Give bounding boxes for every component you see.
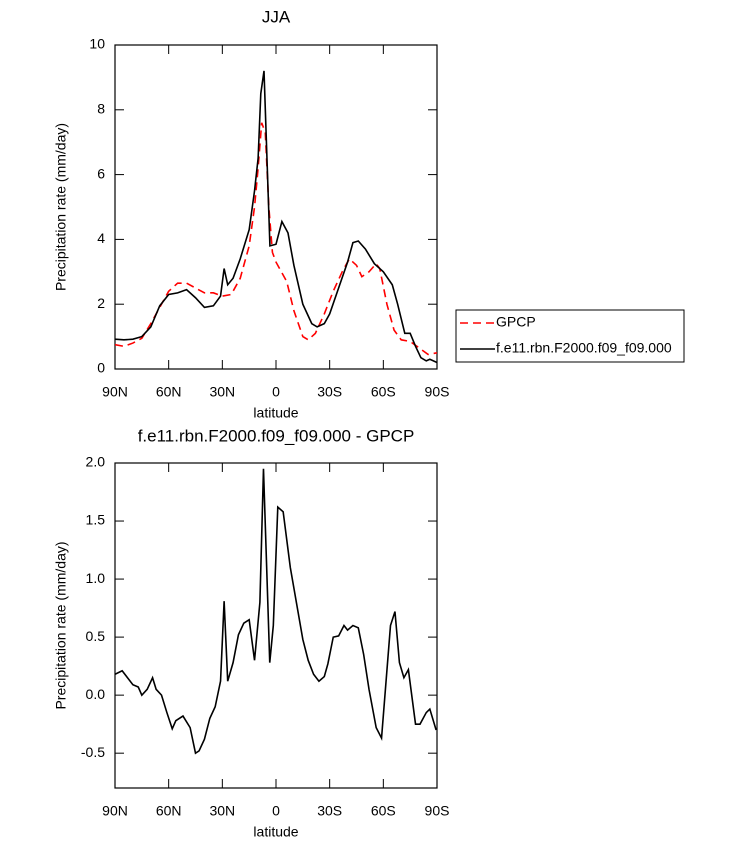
y-tick-label: -0.5 [81,744,105,760]
x-tick-label: 60S [371,803,396,819]
x-tick-label: 90N [102,384,128,400]
legend-label: GPCP [496,314,536,330]
x-tick-label: 30N [209,384,235,400]
x-tick-label: 60N [156,803,182,819]
y-tick-label: 0.0 [86,686,106,702]
x-tick-label: 60N [156,384,182,400]
x-tick-label: 30N [209,803,235,819]
y-tick-label: 10 [89,36,105,52]
data-line [115,122,437,356]
x-tick-label: 60S [371,384,396,400]
y-tick-label: 2 [97,295,105,311]
x-tick-label: 90S [425,803,450,819]
y-tick-label: 1.0 [86,570,106,586]
chart-title: f.e11.rbn.F2000.f09_f09.000 - GPCP [138,426,415,445]
y-tick-label: 0 [97,360,105,376]
legend-label: f.e11.rbn.F2000.f09_f09.000 [496,340,672,356]
x-tick-label: 90N [102,803,128,819]
y-tick-label: 6 [97,165,105,181]
y-axis-label: Precipitation rate (mm/day) [53,123,69,291]
x-tick-label: 30S [317,384,342,400]
data-line [115,468,437,755]
plot-frame [114,44,438,370]
data-line [115,70,437,364]
x-tick-label: 30S [317,803,342,819]
x-tick-label: 0 [272,384,280,400]
plot-frame [114,462,438,789]
x-tick-label: 0 [272,803,280,819]
x-tick-label: 90S [425,384,450,400]
chart-title: JJA [262,7,291,26]
y-axis-label: Precipitation rate (mm/day) [53,541,69,709]
legend-box [455,309,685,363]
y-tick-label: 1.5 [86,512,106,528]
x-axis-label: latitude [253,824,298,840]
y-tick-label: 2.0 [86,454,106,470]
y-tick-label: 8 [97,101,105,117]
y-tick-label: 0.5 [86,628,106,644]
y-tick-label: 4 [97,230,105,246]
x-axis-label: latitude [253,405,298,421]
